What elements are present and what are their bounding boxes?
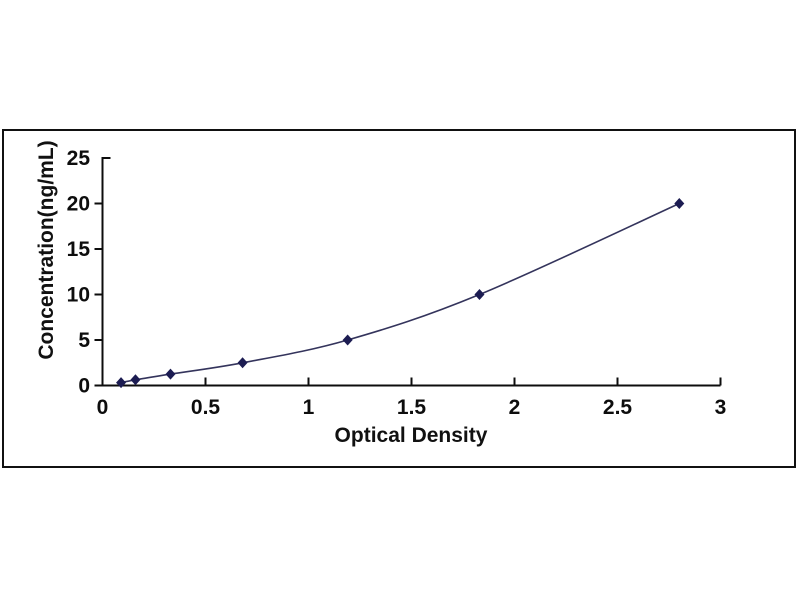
data-point [342, 334, 353, 346]
x-axis-title: Optical Density [334, 424, 488, 447]
y-tick-label: 25 [67, 147, 91, 170]
data-point [237, 357, 248, 369]
data-point-markers [116, 198, 685, 389]
x-tick-label: 1 [303, 396, 315, 419]
x-tick-label: 0.5 [191, 396, 221, 419]
data-point [165, 368, 176, 380]
x-tick-label: 2.5 [603, 396, 633, 419]
x-tick-label: 1.5 [397, 396, 427, 419]
chart-frame [2, 129, 796, 468]
data-point [474, 289, 485, 300]
x-tick-label: 3 [715, 396, 727, 419]
data-point [116, 377, 127, 389]
y-axis-title: Concentration(ng/mL) [35, 140, 58, 360]
y-tick-label: 20 [67, 193, 90, 216]
y-tick-label: 5 [78, 329, 90, 352]
y-tick-label: 10 [67, 284, 90, 307]
x-tick-label: 0 [97, 396, 109, 419]
standard-curve-line [120, 202, 680, 384]
x-tick-label: 2 [509, 396, 521, 419]
y-tick-labels: 0 5 10 15 20 25 [67, 147, 91, 398]
x-tick-labels: 0 0.5 1 1.5 2 2.5 3 [97, 396, 727, 419]
y-tick-label: 15 [67, 238, 91, 261]
y-tick-label: 0 [78, 375, 90, 398]
data-point [130, 374, 141, 386]
data-point [674, 198, 685, 209]
axes [94, 157, 722, 387]
